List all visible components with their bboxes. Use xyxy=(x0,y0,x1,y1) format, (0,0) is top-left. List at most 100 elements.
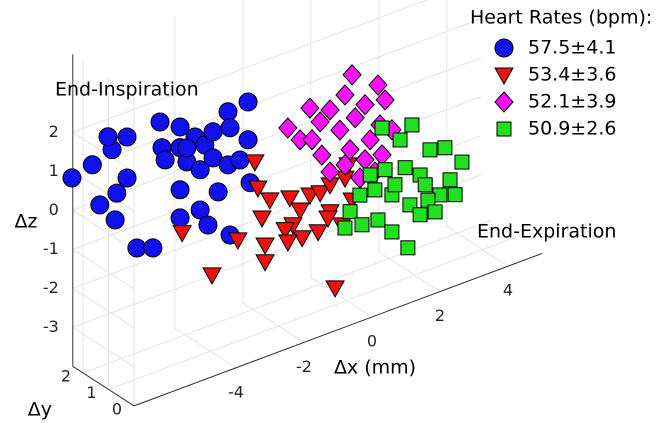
grid-line xyxy=(82,220,492,374)
plot-area xyxy=(62,64,470,298)
x-tick-label: 2 xyxy=(435,306,445,325)
z-tick-label: -3 xyxy=(43,317,59,336)
grid-line xyxy=(242,302,305,343)
grid-line xyxy=(72,248,135,290)
data-point xyxy=(228,232,248,250)
legend-label: 57.5±4.1 xyxy=(528,37,616,59)
data-point xyxy=(280,190,300,208)
data-point xyxy=(437,140,453,156)
data-point xyxy=(335,84,355,106)
z-tick-label: -2 xyxy=(43,278,59,297)
data-point xyxy=(62,168,82,188)
data-point xyxy=(320,99,340,121)
grid-line xyxy=(72,170,135,212)
data-point xyxy=(245,154,265,172)
data-point xyxy=(352,187,368,203)
data-point xyxy=(302,128,322,151)
data-point xyxy=(370,212,386,228)
data-point xyxy=(368,74,388,96)
legend-marker xyxy=(494,91,514,113)
data-point xyxy=(252,210,272,229)
grid xyxy=(72,0,543,407)
x-tick-label: 0 xyxy=(367,332,377,351)
legend-marker xyxy=(494,38,514,58)
data-point xyxy=(442,172,458,188)
data-point xyxy=(292,230,312,248)
data-point xyxy=(155,150,175,170)
data-point xyxy=(318,210,338,228)
data-point xyxy=(255,237,275,255)
data-point xyxy=(150,112,170,132)
data-point xyxy=(412,207,428,223)
data-point xyxy=(387,177,403,193)
data-point xyxy=(384,224,400,240)
data-point xyxy=(278,117,298,139)
data-point xyxy=(335,154,355,176)
data-point xyxy=(203,122,223,142)
data-point xyxy=(202,267,222,285)
data-point xyxy=(143,238,163,258)
grid-line xyxy=(72,135,481,289)
data-point xyxy=(208,182,228,202)
data-point xyxy=(310,185,331,203)
grid-line xyxy=(72,287,135,329)
data-point xyxy=(342,64,362,86)
x-tick-label: -4 xyxy=(228,382,244,401)
data-point xyxy=(367,182,383,198)
data-point xyxy=(320,161,340,183)
data-point xyxy=(325,280,345,298)
data-point xyxy=(312,144,332,166)
data-point xyxy=(300,97,320,119)
z-tick-label: 2 xyxy=(49,122,59,141)
grid-line xyxy=(72,57,481,211)
data-point xyxy=(127,238,147,258)
data-point xyxy=(417,177,433,193)
data-point xyxy=(172,225,192,243)
grid-line xyxy=(108,236,517,390)
data-point xyxy=(330,119,350,141)
grid-line xyxy=(72,0,429,133)
data-point xyxy=(177,138,197,158)
x-axis-label: Δx (mm) xyxy=(334,357,416,379)
data-point xyxy=(337,220,353,236)
data-point xyxy=(117,168,137,188)
data-point xyxy=(190,200,210,220)
data-point xyxy=(105,210,125,230)
annotation: End-Inspiration xyxy=(55,79,199,101)
data-point xyxy=(362,167,378,183)
legend-title: Heart Rates (bpm): xyxy=(470,7,652,29)
grid-line xyxy=(72,209,135,251)
data-point xyxy=(447,187,463,203)
data-point xyxy=(117,127,137,147)
grid-line xyxy=(72,326,135,368)
data-point xyxy=(375,89,395,111)
data-point xyxy=(342,204,358,220)
data-point xyxy=(230,150,250,170)
grid-line xyxy=(174,327,237,369)
y-tick-label: 2 xyxy=(61,366,71,385)
data-point xyxy=(422,142,438,158)
data-point xyxy=(392,132,408,148)
data-point xyxy=(90,195,110,215)
data-point xyxy=(170,180,190,200)
data-point xyxy=(170,117,190,137)
data-point xyxy=(259,192,280,210)
x-tick-label: 4 xyxy=(503,281,513,300)
data-point xyxy=(290,202,310,221)
data-point xyxy=(98,127,118,147)
data-point xyxy=(238,130,258,150)
data-point xyxy=(355,93,375,116)
axis-line xyxy=(133,253,543,407)
legend-label: 53.4±3.6 xyxy=(528,64,616,86)
data-point xyxy=(377,162,393,178)
z-tick-label: 0 xyxy=(49,200,59,219)
y-tick-label: 0 xyxy=(112,399,122,418)
legend-label: 52.1±3.9 xyxy=(528,91,616,113)
data-point xyxy=(400,240,416,256)
data-point xyxy=(354,217,370,233)
data-point xyxy=(404,117,420,133)
data-point xyxy=(310,111,330,133)
z-tick-label: 1 xyxy=(49,161,59,180)
